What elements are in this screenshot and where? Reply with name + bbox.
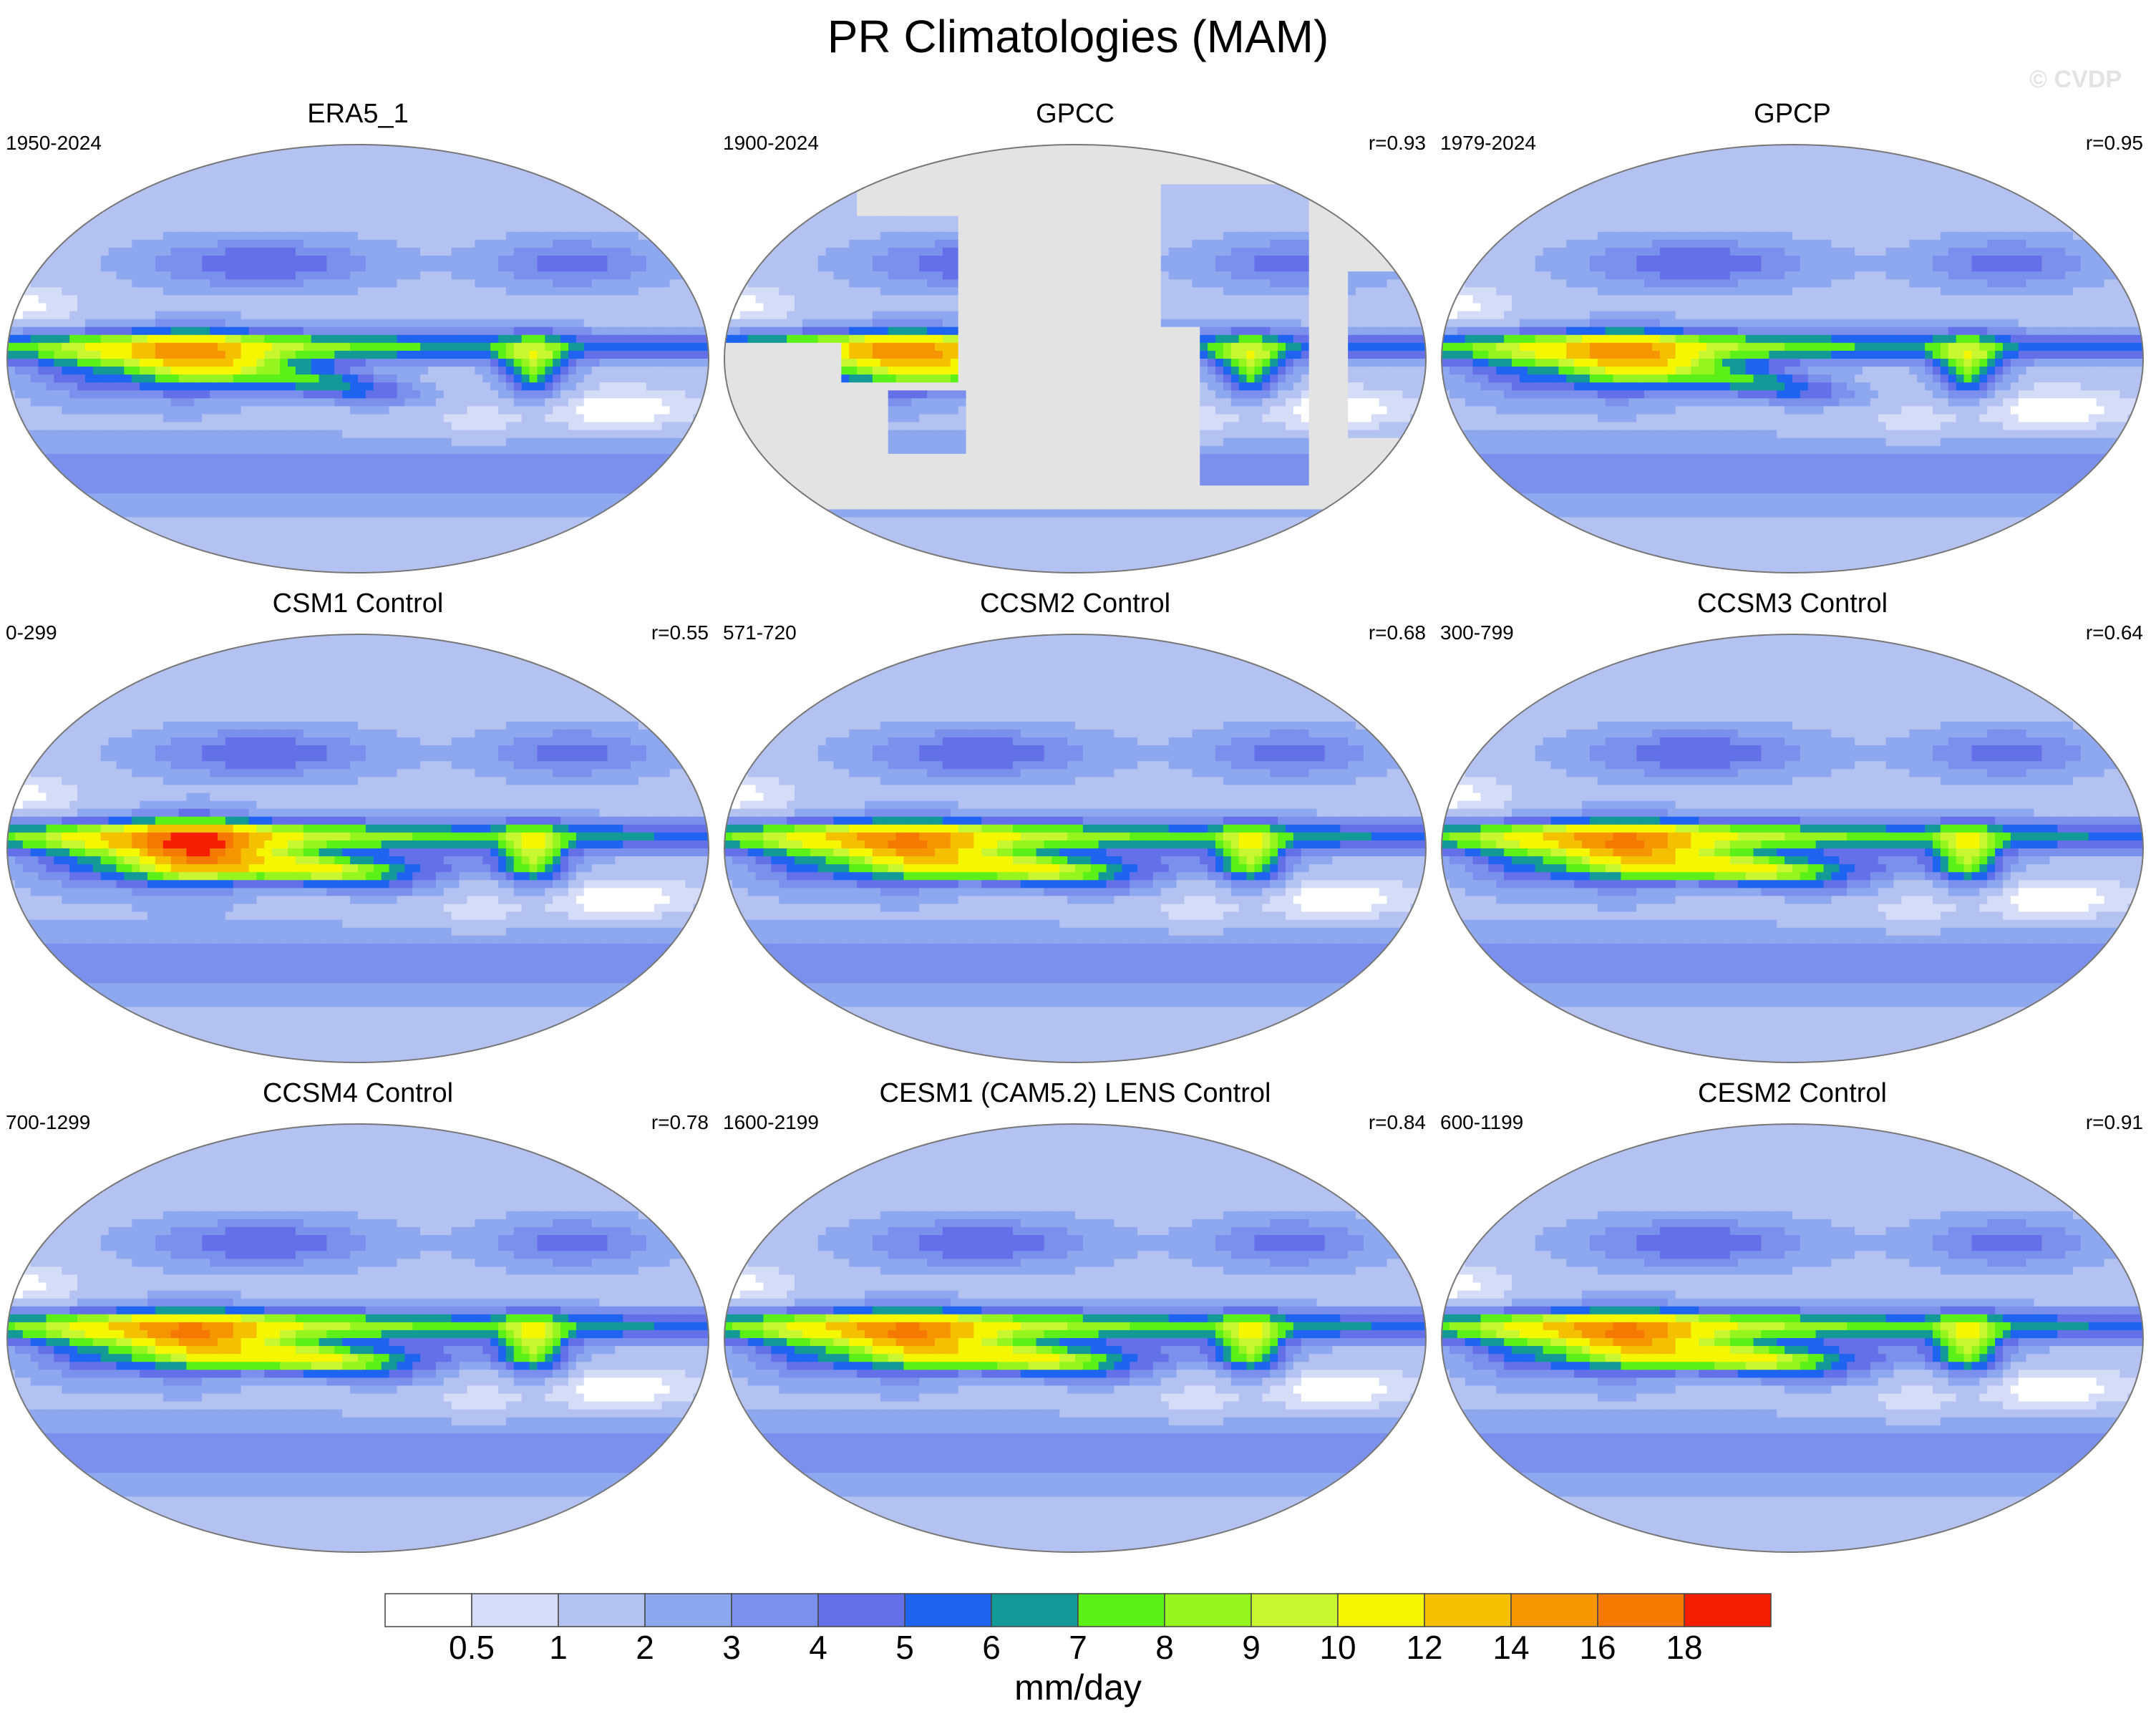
panel-period: 300-799 [1440, 621, 1514, 644]
colorbar-tick: 14 [1492, 1628, 1529, 1667]
colorbar-tick: 16 [1579, 1628, 1616, 1667]
map-outline [724, 144, 1427, 573]
map-panel: ERA5_1 1950-2024 [0, 99, 716, 586]
panel-correlation: r=0.95 [2086, 132, 2143, 155]
map-panel: GPCC 1900-2024 r=0.93 [717, 99, 1433, 586]
precip-map [724, 144, 1427, 573]
precip-map [1441, 144, 2144, 573]
colorbar-tick: 8 [1155, 1628, 1174, 1667]
panel-correlation: r=0.64 [2086, 621, 2143, 644]
colorbar-segment [1510, 1593, 1598, 1627]
colorbar-tick: 5 [895, 1628, 914, 1667]
map-outline [1441, 1123, 2144, 1553]
map-outline [1441, 144, 2144, 573]
panel-period: 1950-2024 [6, 132, 102, 155]
panel-title: CESM1 (CAM5.2) LENS Control [717, 1078, 1433, 1109]
map-panel: CSM1 Control 0-299 r=0.55 [0, 589, 716, 1075]
panel-correlation: r=0.55 [651, 621, 709, 644]
precip-field [1442, 1124, 2143, 1552]
colorbar-tick: 2 [636, 1628, 654, 1667]
colorbar-segment [384, 1593, 472, 1627]
colorbar-tick: 18 [1666, 1628, 1702, 1667]
panel-period: 571-720 [723, 621, 797, 644]
precip-field [1442, 145, 2143, 573]
map-panel: CCSM3 Control 300-799 r=0.64 [1434, 589, 2150, 1075]
watermark: © CVDP [2029, 66, 2122, 94]
colorbar-segment [644, 1593, 732, 1627]
panel-correlation: r=0.78 [651, 1111, 709, 1134]
colorbar-tick: 9 [1242, 1628, 1261, 1667]
colorbar-segment [471, 1593, 559, 1627]
panel-title: CESM2 Control [1434, 1078, 2150, 1109]
panel-period: 0-299 [6, 621, 57, 644]
panel-period: 1600-2199 [723, 1111, 819, 1134]
colorbar-label: mm/day [0, 1667, 2156, 1708]
map-outline [6, 144, 709, 573]
panel-correlation: r=0.84 [1369, 1111, 1426, 1134]
panel-title: CCSM2 Control [717, 589, 1433, 619]
precip-map [1441, 634, 2144, 1063]
precip-map [1441, 1123, 2144, 1553]
colorbar-tick: 3 [722, 1628, 741, 1667]
panel-title: ERA5_1 [0, 99, 716, 130]
map-outline [1441, 634, 2144, 1063]
precip-field [724, 1124, 1426, 1552]
panel-period: 1979-2024 [1440, 132, 1536, 155]
colorbar-segment [991, 1593, 1079, 1627]
precip-field [7, 145, 709, 573]
colorbar-segment [1077, 1593, 1165, 1627]
map-panel: CCSM2 Control 571-720 r=0.68 [717, 589, 1433, 1075]
colorbar-segment [817, 1593, 905, 1627]
map-outline [6, 1123, 709, 1553]
colorbar-segment [1251, 1593, 1339, 1627]
precip-field [7, 634, 709, 1062]
panel-correlation: r=0.68 [1369, 621, 1426, 644]
colorbar-segment [731, 1593, 819, 1627]
colorbar-segment [1684, 1593, 1772, 1627]
panel-title: GPCC [717, 99, 1433, 130]
map-panel: CESM1 (CAM5.2) LENS Control 1600-2199 r=0.… [717, 1078, 1433, 1565]
map-outline [724, 634, 1427, 1063]
precip-map [724, 1123, 1427, 1553]
colorbar-tick: 0.5 [449, 1628, 495, 1667]
colorbar-tick: 12 [1406, 1628, 1442, 1667]
panel-period: 700-1299 [6, 1111, 90, 1134]
colorbar-tick: 10 [1319, 1628, 1356, 1667]
precip-map [6, 1123, 709, 1553]
map-outline [724, 1123, 1427, 1553]
panel-period: 1900-2024 [723, 132, 819, 155]
panel-title: CCSM4 Control [0, 1078, 716, 1109]
colorbar-segment [558, 1593, 646, 1627]
panel-title: GPCP [1434, 99, 2150, 130]
panel-correlation: r=0.91 [2086, 1111, 2143, 1134]
colorbar-tick: 6 [982, 1628, 1001, 1667]
colorbar-segment [1337, 1593, 1425, 1627]
colorbar-tick: 1 [549, 1628, 568, 1667]
precip-field [7, 1124, 709, 1552]
colorbar-segment [1597, 1593, 1685, 1627]
precip-map [6, 144, 709, 573]
map-outline [6, 634, 709, 1063]
precip-field [1442, 634, 2143, 1062]
panel-title: CSM1 Control [0, 589, 716, 619]
map-panel: CCSM4 Control 700-1299 r=0.78 [0, 1078, 716, 1565]
panel-title: CCSM3 Control [1434, 589, 2150, 619]
precip-field [724, 634, 1426, 1062]
figure-title: PR Climatologies (MAM) [0, 10, 2156, 63]
precip-map [724, 634, 1427, 1063]
colorbar-tick: 7 [1069, 1628, 1087, 1667]
colorbar-segment [1164, 1593, 1252, 1627]
colorbar-segment [904, 1593, 992, 1627]
precip-map [6, 634, 709, 1063]
map-panel: GPCP 1979-2024 r=0.95 [1434, 99, 2150, 586]
colorbar-segment [1424, 1593, 1512, 1627]
panel-period: 600-1199 [1440, 1111, 1523, 1134]
colorbar-tick: 4 [809, 1628, 827, 1667]
panel-correlation: r=0.93 [1369, 132, 1426, 155]
precip-field [724, 145, 1426, 573]
map-panel: CESM2 Control 600-1199 r=0.91 [1434, 1078, 2150, 1565]
